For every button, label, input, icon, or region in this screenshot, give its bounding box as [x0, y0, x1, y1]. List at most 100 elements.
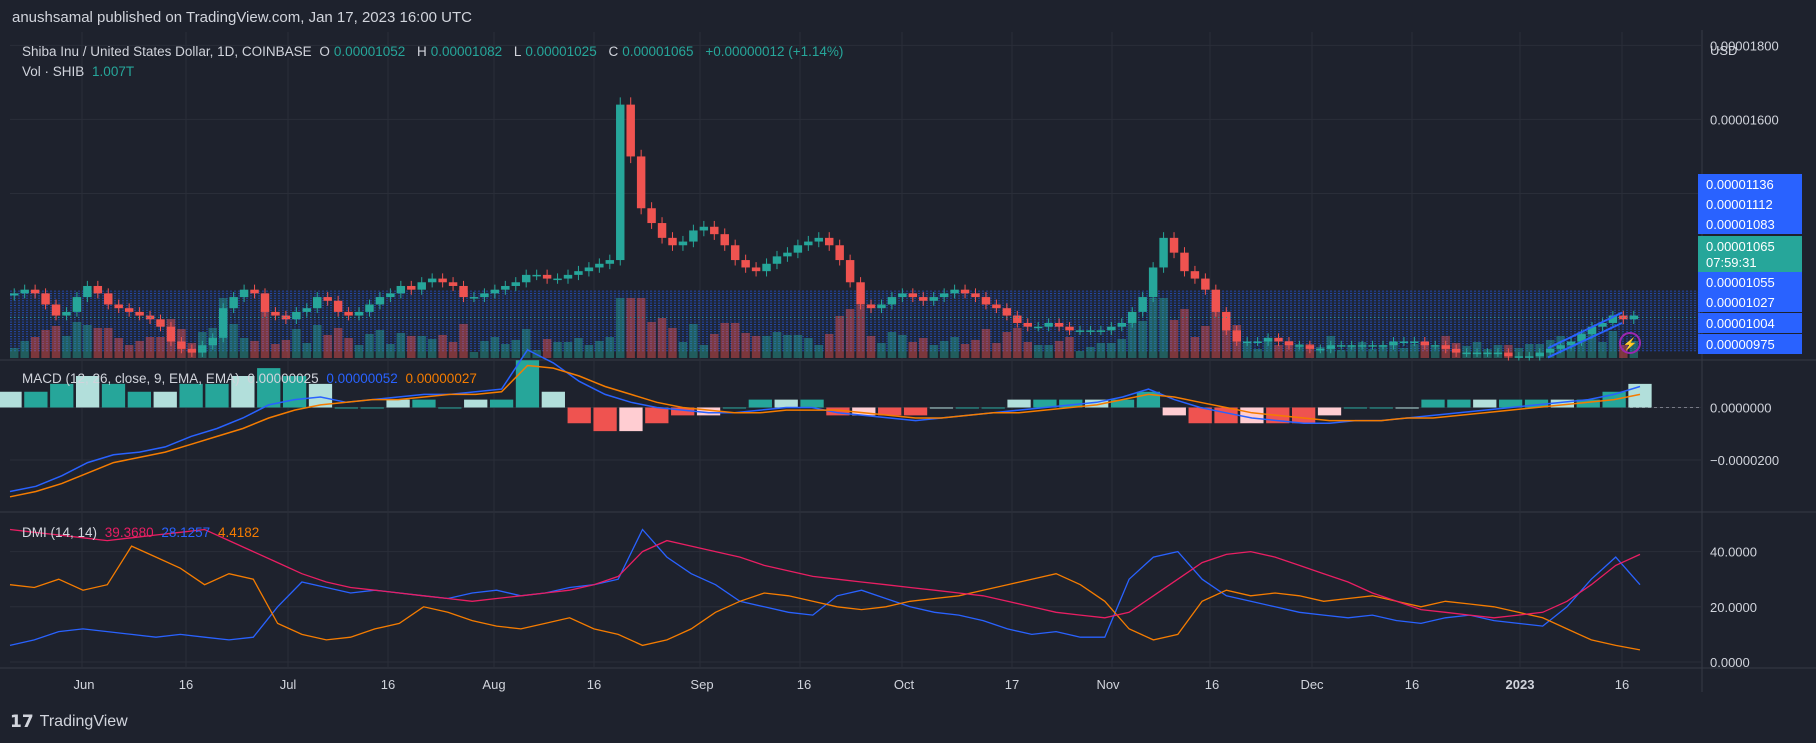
- candle-body: [939, 293, 949, 298]
- volume-label[interactable]: Vol · SHIB: [22, 64, 85, 79]
- macd-histogram-bar: [1550, 399, 1575, 408]
- volume-bar: [1253, 349, 1262, 358]
- time-tick-label: Aug: [482, 677, 505, 692]
- volume-bar: [72, 322, 82, 358]
- volume-bar: [1420, 344, 1430, 358]
- time-tick-label: 16: [1205, 677, 1219, 692]
- published-by-line: anushsamal published on TradingView.com,…: [12, 9, 473, 26]
- chart-background: [0, 30, 1816, 692]
- footer-brand[interactable]: 𝟭𝟳 TradingView: [10, 712, 128, 732]
- dmi-tick-label: 40.0000: [1710, 545, 1757, 560]
- macd-histogram-bar: [489, 399, 514, 408]
- candle-body: [1556, 345, 1565, 349]
- volume-bar: [292, 329, 301, 358]
- volume-bar: [62, 336, 71, 358]
- volume-bar: [1044, 345, 1053, 358]
- symbol-title[interactable]: Shiba Inu / United States Dollar, 1D, CO…: [22, 44, 312, 59]
- volume-bar: [898, 335, 907, 358]
- level-label: 0.00000975: [1706, 337, 1775, 352]
- candle-body: [354, 311, 364, 316]
- candle-body: [1451, 348, 1461, 353]
- candle-body: [960, 289, 970, 294]
- candle-body: [396, 285, 406, 294]
- volume-bar: [1054, 341, 1064, 358]
- candle-body: [1566, 341, 1576, 346]
- candle-body: [1545, 348, 1555, 353]
- macd-histogram-bar: [1162, 407, 1186, 416]
- candle-body: [1169, 237, 1179, 253]
- candle-body: [929, 297, 938, 301]
- volume-bar: [908, 342, 918, 358]
- candle-body: [898, 293, 907, 298]
- volume-bar: [323, 335, 332, 358]
- volume-bar: [365, 334, 374, 358]
- candle-body: [427, 278, 437, 283]
- level-label-box: [1698, 334, 1802, 354]
- candle-body: [281, 315, 291, 320]
- volume-bar: [1629, 341, 1638, 358]
- high-value: 0.00001082: [430, 44, 503, 59]
- time-tick-label: Jun: [74, 677, 95, 692]
- candle-body: [689, 230, 698, 242]
- lightning-glyph: ⚡: [1623, 337, 1638, 351]
- candle-body: [563, 274, 573, 279]
- macd-label[interactable]: MACD (12, 26, close, 9, EMA, EMA): [22, 371, 240, 386]
- candle-body: [1462, 352, 1471, 355]
- candle-body: [699, 226, 709, 231]
- candle-body: [521, 274, 531, 283]
- candle-body: [877, 304, 886, 309]
- dmi-label[interactable]: DMI (14, 14): [22, 525, 98, 540]
- macd-histogram-bar: [1059, 399, 1083, 408]
- volume-bar: [1525, 344, 1534, 358]
- volume-bar: [124, 345, 134, 358]
- macd-histogram-bar: [1576, 399, 1600, 408]
- volume-bar: [344, 338, 353, 358]
- macd-histogram-bar: [1628, 383, 1652, 408]
- candle-body: [908, 293, 918, 298]
- candle-body: [919, 297, 928, 301]
- volume-bar: [145, 337, 155, 358]
- candle-body: [375, 297, 385, 305]
- candle-body: [1002, 308, 1012, 316]
- volume-bar: [104, 328, 113, 358]
- dmi-plus-line: [9, 528, 1641, 647]
- volume-bar: [542, 339, 552, 358]
- candle-body: [1577, 334, 1586, 342]
- volume-bar: [866, 336, 876, 358]
- candle-body: [104, 293, 113, 305]
- candle-body: [333, 300, 343, 312]
- dmi-tick-label: 20.0000: [1710, 600, 1757, 615]
- macd-histogram-bar: [101, 383, 126, 408]
- level-label: 0.00001083: [1706, 217, 1775, 232]
- time-tick-label: 16: [797, 677, 811, 692]
- candle-body: [1326, 345, 1335, 349]
- volume-bar: [1295, 344, 1304, 358]
- volume-bar: [1222, 315, 1231, 358]
- price-tick-label: 0.00001800: [1710, 38, 1779, 53]
- volume-bar: [1274, 345, 1283, 358]
- volume-bar: [354, 345, 364, 358]
- candle-body: [83, 285, 92, 298]
- candle-body: [751, 267, 761, 272]
- volume-bar: [939, 341, 949, 358]
- candle-body: [469, 297, 479, 299]
- candle-body: [1504, 352, 1513, 357]
- candle-body: [772, 256, 782, 264]
- candle-body: [62, 311, 71, 316]
- volume-bar: [584, 345, 594, 358]
- candle-body: [574, 271, 583, 275]
- volume-bar: [438, 335, 447, 358]
- candle-body: [1598, 322, 1607, 327]
- candle-body: [647, 208, 656, 224]
- candle-body: [93, 285, 103, 294]
- macd-histogram-bar: [722, 407, 747, 409]
- macd-histogram-bar: [1524, 399, 1549, 408]
- macd-line-value: 0.00000052: [326, 371, 398, 386]
- candle-body: [1128, 311, 1137, 323]
- volume-bar: [1378, 345, 1388, 358]
- volume-bar: [971, 340, 980, 358]
- macd-signal-line: [9, 364, 1641, 498]
- macd-histogram-bar: [515, 360, 540, 408]
- macd-histogram-bar: [1447, 399, 1471, 408]
